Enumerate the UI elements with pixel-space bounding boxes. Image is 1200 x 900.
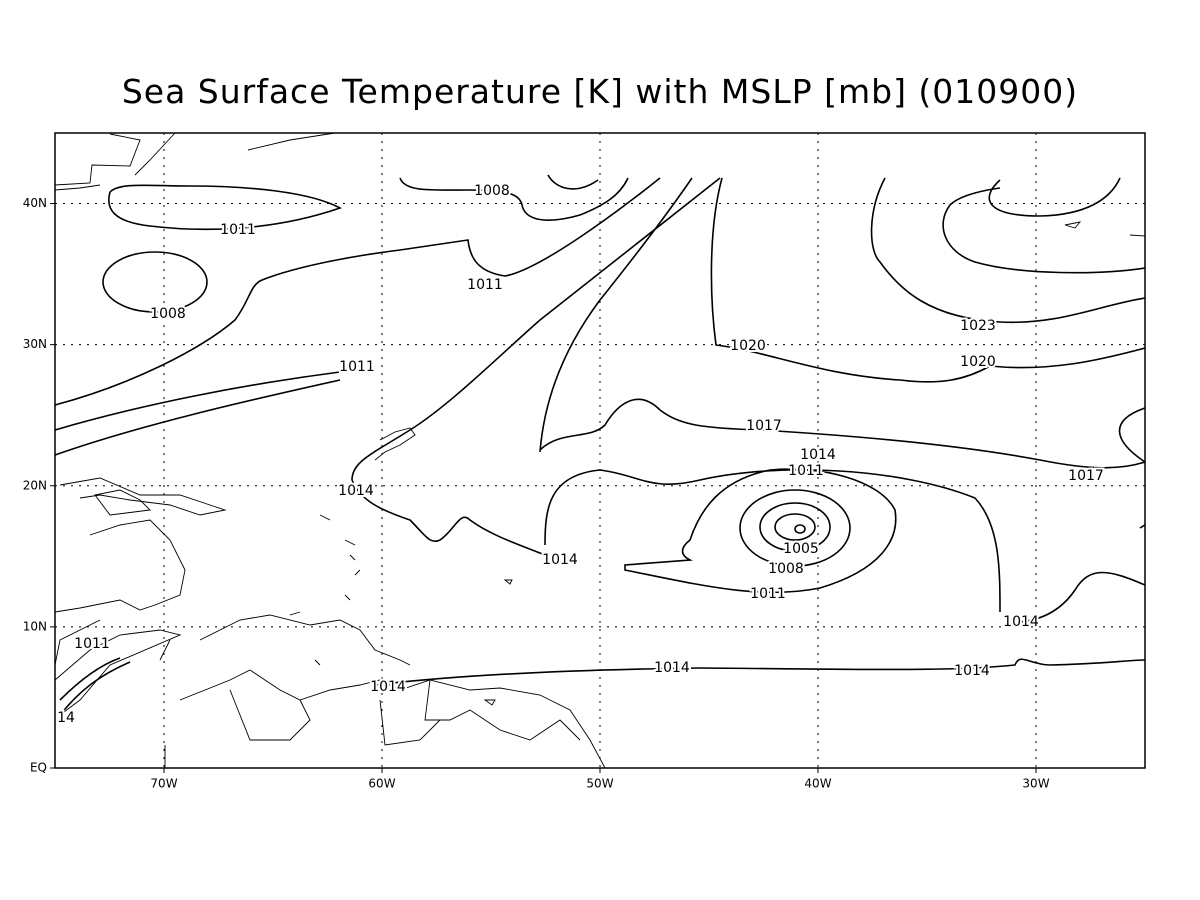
isobar-label: 1008	[768, 561, 804, 577]
coastline	[289, 221, 1146, 706]
isobar-label: 1014	[954, 663, 990, 679]
isobar	[1019, 524, 1146, 623]
isobar	[54, 379, 341, 456]
coastlines	[54, 132, 1146, 769]
coastline	[54, 629, 606, 769]
isobar-label: 1011	[467, 277, 503, 293]
isobar	[374, 658, 1146, 686]
isobar-label: 1023	[960, 318, 996, 334]
isobar-label: 1008	[474, 183, 510, 199]
isobar	[54, 371, 341, 431]
isobar	[624, 468, 897, 594]
coastline	[54, 184, 227, 516]
isobar	[794, 524, 806, 534]
isobar-label: 1011	[788, 463, 824, 479]
isobar-label: 1014	[370, 679, 406, 695]
coastline	[54, 132, 336, 186]
isobar-label: 1005	[783, 541, 819, 557]
y-tick-label: 30N	[23, 337, 47, 351]
isobar-label: 1014	[654, 660, 690, 676]
x-tick-label: 60W	[368, 777, 395, 791]
isobar-label: 1014	[1003, 614, 1039, 630]
y-tick-label: EQ	[30, 761, 47, 775]
isobar-labels: 1008 1011 1008 1011 1011 1014 1014 1020 …	[55, 181, 1106, 728]
isobar-label: 1011	[339, 359, 375, 375]
isobar	[102, 251, 208, 313]
isobars	[54, 174, 1146, 716]
isobar	[59, 657, 131, 716]
y-tick-label: 20N	[23, 478, 47, 492]
isobar-label: 1020	[960, 354, 996, 370]
isobar	[759, 502, 831, 552]
isobar-label: 1014	[800, 447, 836, 463]
isobar	[739, 489, 851, 567]
y-tick-label: 10N	[23, 619, 47, 633]
coastline	[54, 614, 581, 746]
isobar-label: 1011	[750, 586, 786, 602]
isobar-label: 1017	[1068, 468, 1104, 484]
x-tick-label: 70W	[150, 777, 177, 791]
isobar	[399, 177, 629, 221]
isobar	[710, 177, 1146, 383]
isobar	[870, 177, 1146, 324]
isobar	[774, 513, 816, 541]
isobar-label: 1014	[338, 483, 374, 499]
isobar	[351, 177, 721, 481]
isobar	[54, 177, 661, 406]
isobar-label: 1014	[542, 552, 578, 568]
isobar	[539, 398, 1146, 469]
isobar-label: 1017	[746, 418, 782, 434]
isobar	[539, 177, 693, 453]
isobar	[547, 174, 599, 190]
isobar-label: 1020	[730, 338, 766, 354]
coastline	[54, 489, 186, 613]
isobar-label: 1011	[220, 222, 256, 238]
isobar	[108, 184, 343, 231]
x-tick-label: 40W	[804, 777, 831, 791]
isobar-label: 14	[57, 710, 75, 726]
map-title: Sea Surface Temperature [K] with MSLP [m…	[122, 72, 1078, 111]
x-tick-label: 30W	[1022, 777, 1049, 791]
isobar-label: 1011	[74, 636, 110, 652]
isobar	[351, 469, 1001, 613]
x-tick-label: 50W	[586, 777, 613, 791]
isobar-label: 1008	[150, 306, 186, 322]
y-tick-label: 40N	[23, 196, 47, 210]
isobar	[942, 177, 1146, 274]
